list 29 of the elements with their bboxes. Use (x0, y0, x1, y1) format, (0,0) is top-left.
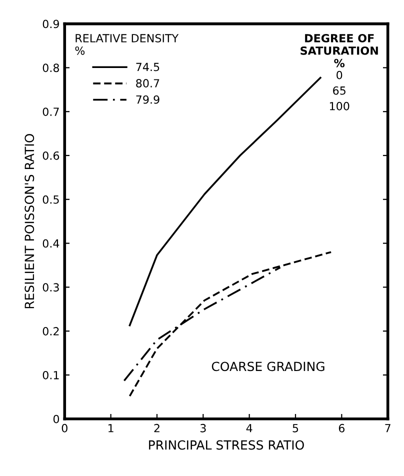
y-tick-label: 0.3 (42, 283, 59, 292)
x-tick-label: 5 (292, 424, 298, 432)
x-tick-label: 7 (385, 424, 390, 432)
x-tick-label: 0 (62, 424, 68, 432)
annotation: 100 (330, 102, 350, 110)
annotation: 65 (333, 86, 346, 95)
x-tick-label: 6 (338, 424, 345, 432)
x-axis-title: PRINCIPAL STRESS RATIO (149, 440, 304, 450)
y-axis-title: RESILIENT POISSON'S RATIO (24, 134, 34, 308)
x-tick-label: 2 (154, 424, 160, 432)
x-tick-label: 1 (108, 424, 114, 432)
y-tick-label: 0.5 (42, 195, 59, 204)
legend-label: 80.7 (136, 79, 160, 88)
y-tick-label: 0 (53, 414, 60, 424)
annotation: COARSE GRADING (212, 362, 324, 372)
annotation: DEGREE OF SATURATION % (300, 34, 378, 68)
x-tick-label: 3 (200, 424, 206, 432)
y-tick-label: 0.4 (42, 239, 60, 248)
y-tick-label: 0.2 (42, 327, 59, 336)
y-tick-label: 0.1 (42, 370, 59, 380)
legend-title: RELATIVE DENSITY % (75, 34, 179, 55)
y-tick-label: 0.7 (42, 108, 59, 116)
y-tick-label: 0.9 (42, 20, 59, 28)
y-tick-label: 0.6 (42, 151, 60, 160)
y-tick-label: 0.8 (42, 64, 60, 72)
x-tick-label: 4 (246, 424, 252, 432)
legend-label: 79.9 (136, 95, 160, 104)
annotation: 0 (336, 70, 342, 80)
legend-label: 74.5 (136, 62, 160, 72)
